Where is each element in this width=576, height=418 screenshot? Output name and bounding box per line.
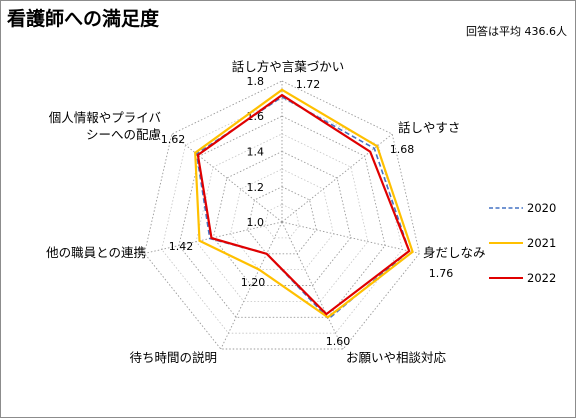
r-tick-label: 1.4 [247,146,265,159]
r-tick-label: 1.0 [247,216,265,229]
data-label-7: 1.62 [161,133,186,146]
axis-label-4: お願いや相談対応 [346,350,447,365]
axis-label-2: 話しやすさ [398,120,460,135]
data-label-4: 1.60 [326,335,351,348]
legend-label: 2022 [527,271,556,285]
legend-item-2021: 2021 [489,236,556,250]
axis-label-7: 個人情報やプライバシーへの配慮 [49,110,161,142]
axis-label-line: 個人情報やプライバ [49,110,161,125]
grid-ring [264,203,300,239]
legend-label: 2020 [527,201,556,215]
grid-ring [247,186,317,255]
legend-label: 2021 [527,236,556,250]
axis-label-line: 他の職員との連携 [46,245,146,260]
r-tick-label: 1.6 [247,110,265,123]
axis-label-line: 話し方や言葉づかい [232,59,345,74]
axis-label-6: 他の職員との連携 [46,245,146,260]
grid-spoke [171,133,283,223]
series-2022-line [196,93,411,316]
data-label-3: 1.76 [429,267,454,280]
grid-ring [161,98,403,334]
series-2021-line [194,88,414,319]
data-label-2: 1.68 [390,143,415,156]
grid-spoke [220,221,283,350]
axis-label-line: 身だしなみ [423,245,486,260]
grid-spoke [281,133,393,223]
data-label-5: 1.20 [241,276,266,289]
axis-label-1: 話し方や言葉づかい [232,59,345,74]
grid-ring [144,80,420,350]
grid-spoke [281,221,344,350]
axis-label-5: 待ち時間の説明 [129,350,217,365]
axis-label-line: 話しやすさ [398,120,460,135]
legend-item-2022: 2022 [489,271,556,285]
axis-label-line: シーへの配慮 [86,127,161,142]
r-tick-label: 1.2 [247,181,265,194]
data-label-6: 1.42 [169,240,194,253]
legend-item-2020: 2020 [489,201,556,215]
grid-ring [230,168,334,271]
grid-ring [195,133,369,302]
radar-grid [144,80,420,350]
grid-spoke [281,221,420,254]
r-tick-label: 1.8 [247,75,265,88]
data-label-1: 1.72 [296,78,321,91]
axis-label-line: 待ち時間の説明 [129,350,217,365]
chart-title: 看護師への満足度 [7,8,160,30]
axis-label-line: お願いや相談対応 [346,350,447,365]
respondent-note: 回答は平均 436.6人 [466,25,567,38]
axis-label-3: 身だしなみ [423,245,486,260]
